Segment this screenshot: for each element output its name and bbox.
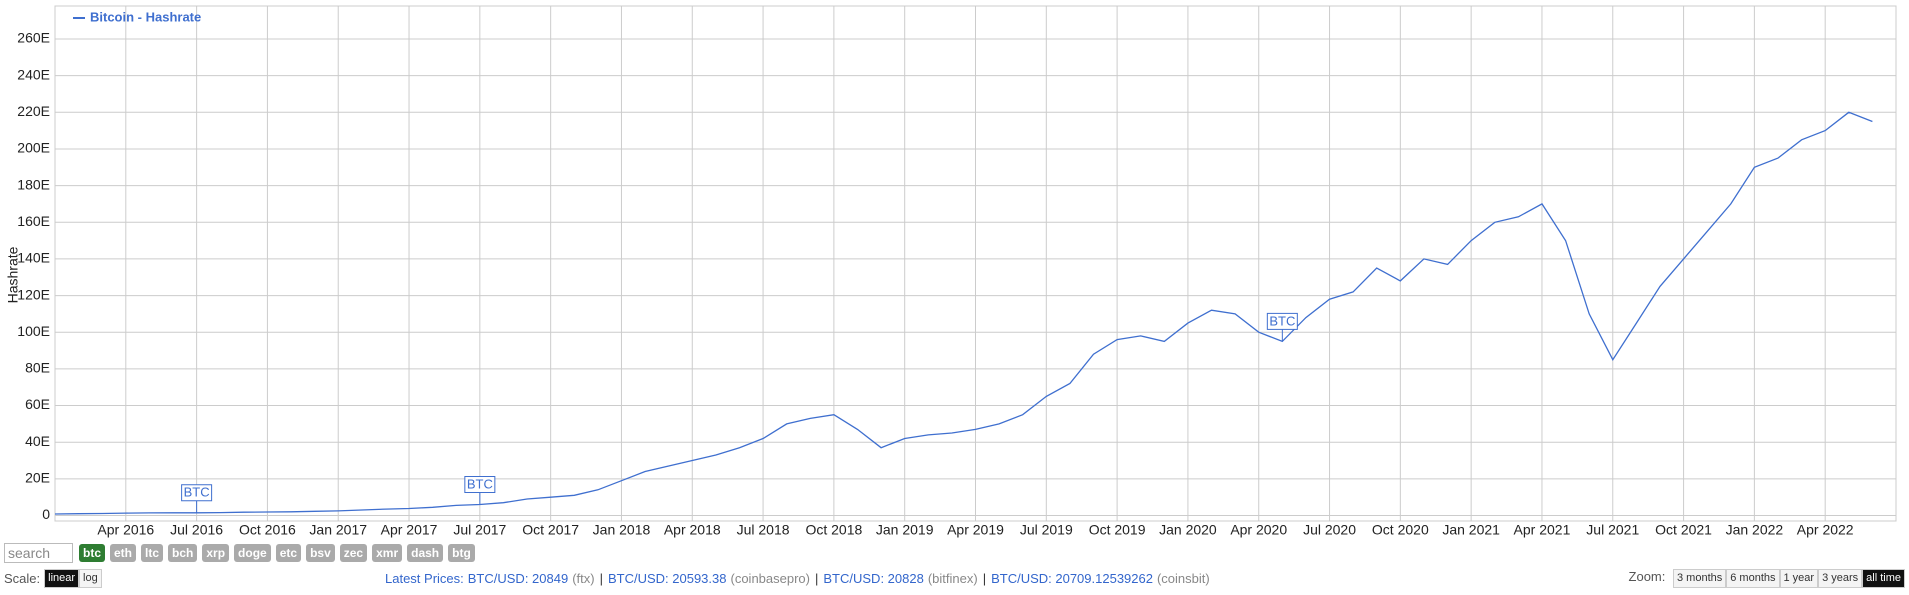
y-tick-label: 260E — [17, 30, 50, 46]
x-tick-label: Oct 2019 — [1089, 522, 1146, 538]
y-tick-label: 140E — [17, 250, 50, 266]
flag-label: BTC — [467, 476, 493, 491]
x-tick-label: Jul 2019 — [1020, 522, 1073, 538]
x-tick-label: Jan 2021 — [1442, 522, 1500, 538]
x-tick-label: Oct 2021 — [1655, 522, 1712, 538]
coin-button[interactable]: bsv — [306, 544, 335, 562]
coin-button[interactable]: eth — [110, 544, 136, 562]
prices-label: Latest Prices: — [385, 571, 464, 586]
coin-button[interactable]: doge — [234, 544, 271, 562]
flag-label: BTC — [184, 485, 210, 500]
coin-button[interactable]: xrp — [202, 544, 230, 562]
bottom-row: Scale: linear log Latest Prices: BTC/USD: … — [4, 569, 1905, 588]
zoom-button[interactable]: 1 year — [1779, 569, 1819, 588]
legend-label: Bitcoin - Hashrate — [90, 9, 201, 24]
y-tick-label: 20E — [25, 470, 50, 486]
y-tick-label: 220E — [17, 103, 50, 119]
coin-button[interactable]: ltc — [141, 544, 164, 562]
data-line — [54, 111, 1873, 515]
x-tick-label: Jul 2021 — [1586, 522, 1639, 538]
coin-button[interactable]: etc — [275, 544, 302, 562]
flag-label: BTC — [1269, 313, 1295, 328]
x-tick-label: Jan 2019 — [876, 522, 934, 538]
separator: | — [982, 571, 987, 586]
y-tick-label: 40E — [25, 433, 50, 449]
price: BTC/USD: 20828 — [823, 571, 924, 586]
coin-button[interactable]: zec — [339, 544, 368, 562]
x-tick-label: Oct 2018 — [805, 522, 862, 538]
scale-label: Scale: — [4, 571, 41, 586]
flag-box — [464, 476, 496, 494]
flag-box — [181, 484, 213, 502]
search-box[interactable]: search — [4, 543, 73, 563]
coin-button[interactable]: btc — [79, 544, 105, 562]
x-tick-label: Oct 2020 — [1372, 522, 1429, 538]
y-tick-label: 60E — [25, 396, 50, 412]
zoom: Zoom: 3 months 6 months 1 year 3 years all t… — [1629, 569, 1905, 588]
price-source: (ftx) — [572, 571, 595, 586]
y-tick-label: 200E — [17, 140, 50, 156]
coin-button[interactable]: bch — [168, 544, 198, 562]
zoom-label: Zoom: — [1628, 569, 1666, 584]
x-tick-label: Oct 2016 — [239, 522, 296, 538]
chart: Hashrate 0 20E 40E 60E 80E 100E 120E 140E 160E 18… — [5, 5, 1897, 538]
coin-button[interactable]: dash — [407, 544, 444, 562]
y-tick-label: 0 — [42, 506, 50, 522]
price-source: (coinsbit) — [1156, 571, 1210, 586]
price: BTC/USD: 20593.38 — [607, 571, 727, 586]
x-tick-label: Oct 2017 — [522, 522, 579, 538]
zoom-button[interactable]: 6 months — [1726, 569, 1780, 588]
coin-button[interactable]: btg — [448, 544, 475, 562]
x-tick-label: Apr 2022 — [1797, 522, 1854, 538]
x-tick-label: Jan 2020 — [1159, 522, 1217, 538]
y-tick-label: 240E — [17, 66, 50, 82]
price-source: (coinbasepro) — [730, 571, 811, 586]
x-tick-label: Jul 2017 — [453, 522, 506, 538]
scale-options: linear log — [44, 569, 102, 588]
latest-prices: Latest Prices: BTC/USD: 20849 (ftx) | BTC/US… — [385, 571, 1210, 586]
y-tick-label: 180E — [17, 176, 50, 192]
flag-box — [1266, 312, 1298, 330]
price: BTC/USD: 20849 — [467, 571, 569, 586]
zoom-button[interactable]: all time — [1862, 569, 1905, 588]
x-tick-label: Apr 2019 — [947, 522, 1004, 538]
y-tick-label: 160E — [17, 213, 50, 229]
scale-button[interactable]: linear — [44, 569, 80, 588]
x-tick-label: Jul 2020 — [1303, 522, 1356, 538]
price-source: (bitfinex) — [927, 571, 978, 586]
x-tick-label: Apr 2021 — [1514, 522, 1571, 538]
y-axis-label: Hashrate — [5, 246, 21, 303]
y-tick-label: 100E — [17, 323, 50, 339]
x-tick-label: Apr 2020 — [1230, 522, 1287, 538]
y-tick-label: 80E — [25, 360, 50, 376]
coin-button[interactable]: xmr — [372, 544, 403, 562]
x-tick-label: Jan 2022 — [1726, 522, 1784, 538]
separator: | — [599, 571, 603, 586]
y-tick-label: 120E — [17, 286, 50, 302]
x-tick-label: Jul 2018 — [737, 522, 790, 538]
scale-button[interactable]: log — [79, 569, 102, 588]
x-tick-label: Apr 2018 — [664, 522, 721, 538]
x-tick-label: Apr 2016 — [97, 522, 154, 538]
zoom-button[interactable]: 3 months — [1673, 569, 1727, 588]
x-tick-label: Jan 2018 — [593, 522, 651, 538]
x-tick-label: Jan 2017 — [309, 522, 367, 538]
x-tick-label: Jul 2016 — [170, 522, 223, 538]
x-tick-label: Apr 2017 — [381, 522, 438, 538]
zoom-button[interactable]: 3 years — [1818, 569, 1863, 588]
coin-row: search btc eth ltc bch xrp doge etc bsv zec xmr da… — [4, 543, 480, 563]
separator: | — [815, 571, 819, 586]
price: BTC/USD: 20709.12539262 — [991, 571, 1153, 586]
